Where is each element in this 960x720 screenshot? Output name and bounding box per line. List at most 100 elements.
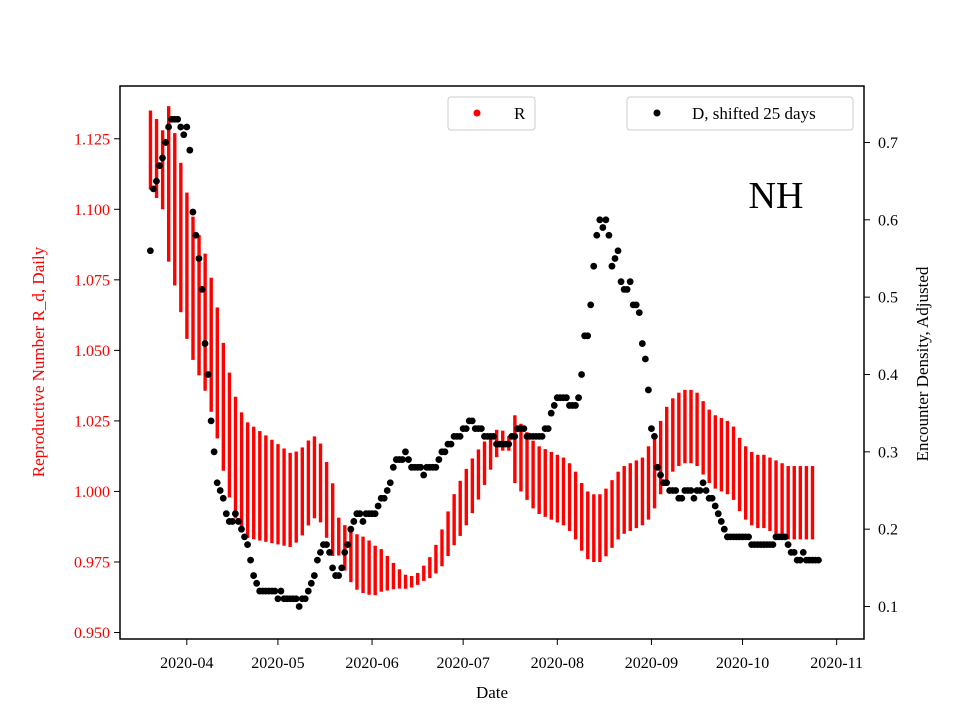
d-point bbox=[708, 494, 716, 502]
y-axis-right-label: Encounter Density, Adjusted bbox=[913, 266, 932, 461]
y-right-tick-label: 0.5 bbox=[878, 290, 898, 307]
d-point bbox=[657, 471, 664, 479]
d-point bbox=[696, 487, 704, 494]
r-band-bar bbox=[586, 491, 590, 560]
r-band-bar bbox=[197, 235, 201, 376]
d-point bbox=[596, 216, 604, 224]
x-tick-label: 2020-06 bbox=[345, 655, 398, 672]
d-point bbox=[153, 177, 160, 185]
d-point bbox=[301, 595, 309, 603]
d-point bbox=[192, 231, 200, 239]
y-left-tick-label: 1.125 bbox=[74, 131, 110, 148]
d-point bbox=[638, 340, 646, 347]
d-point bbox=[456, 432, 464, 440]
d-point bbox=[462, 425, 470, 433]
y-left-tick-label: 0.975 bbox=[74, 554, 110, 571]
r-band-bar bbox=[488, 434, 493, 470]
d-point bbox=[380, 494, 388, 502]
d-point bbox=[304, 587, 312, 595]
r-band-bar bbox=[573, 471, 578, 540]
d-point bbox=[292, 595, 300, 603]
r-series-band-layer bbox=[148, 106, 815, 596]
r-band-bar bbox=[513, 415, 517, 483]
r-band-bar bbox=[349, 530, 353, 583]
r-band-bar bbox=[665, 406, 669, 481]
d-point bbox=[399, 456, 406, 463]
r-band-bar bbox=[756, 454, 760, 529]
d-point bbox=[235, 518, 242, 525]
r-band-bar bbox=[658, 420, 663, 495]
r-band-bar bbox=[713, 415, 717, 489]
d-point bbox=[207, 417, 215, 425]
d-point bbox=[584, 332, 592, 340]
d-point bbox=[678, 494, 686, 502]
r-band-bar bbox=[762, 454, 766, 529]
x-tick-label: 2020-07 bbox=[436, 655, 489, 672]
y-left-tick-label: 1.100 bbox=[74, 202, 110, 219]
d-point bbox=[231, 510, 239, 518]
r-band-bar bbox=[646, 446, 651, 520]
r-band-bar bbox=[750, 451, 754, 526]
d-point bbox=[222, 510, 230, 518]
d-point bbox=[274, 595, 282, 603]
d-point bbox=[687, 487, 695, 494]
r-band-bar bbox=[579, 482, 584, 551]
r-band-bar bbox=[683, 389, 687, 464]
d-point bbox=[617, 278, 625, 286]
x-tick-label: 2020-11 bbox=[810, 655, 863, 672]
r-band-bar bbox=[689, 389, 693, 464]
y-right-tick-label: 0.4 bbox=[878, 367, 898, 384]
r-band-bar bbox=[786, 466, 790, 540]
legend-d: D, shifted 25 days bbox=[626, 96, 854, 131]
r-band-bar bbox=[476, 449, 481, 500]
d-point bbox=[216, 487, 224, 494]
d-point bbox=[165, 123, 172, 131]
r-band-bar bbox=[774, 460, 778, 534]
y-right-tick-label: 0.6 bbox=[878, 212, 898, 229]
d-point bbox=[183, 123, 191, 131]
r-band-bar bbox=[482, 441, 487, 485]
d-point bbox=[672, 487, 680, 494]
r-band-bar bbox=[695, 392, 699, 467]
d-point bbox=[599, 224, 607, 231]
r-band-bar bbox=[264, 435, 268, 542]
r-band-bar bbox=[792, 466, 796, 540]
d-point bbox=[198, 286, 206, 293]
r-band-bar bbox=[725, 420, 730, 495]
r-band-bar bbox=[737, 437, 742, 512]
d-point bbox=[608, 262, 616, 270]
d-point bbox=[547, 409, 555, 417]
d-point bbox=[177, 123, 185, 131]
d-point bbox=[702, 487, 710, 494]
r-band-bar bbox=[561, 457, 566, 526]
d-point bbox=[614, 247, 622, 255]
r-band-bar bbox=[385, 555, 390, 591]
d-point bbox=[310, 572, 318, 579]
y-right-tick-label: 0.1 bbox=[878, 599, 898, 616]
r-band-bar bbox=[519, 423, 523, 492]
r-band-bar bbox=[464, 468, 468, 526]
y-left-tick-label: 1.025 bbox=[74, 413, 110, 430]
d-point bbox=[374, 502, 382, 510]
r-band-bar bbox=[343, 525, 347, 571]
r-band-bar bbox=[324, 462, 329, 538]
d-point bbox=[717, 518, 725, 525]
d-point bbox=[277, 587, 285, 595]
r-band-bar bbox=[549, 451, 554, 520]
d-point bbox=[505, 440, 513, 448]
r-band-bar bbox=[652, 435, 657, 509]
r-band-bar bbox=[428, 557, 432, 579]
y-axis-right: 0.1 0.2 0.3 0.4 0.5 0.6 0.7 bbox=[864, 135, 898, 616]
r-band-bar bbox=[804, 466, 809, 540]
d-point bbox=[174, 115, 182, 123]
d-point bbox=[295, 603, 303, 610]
r-band-bar bbox=[622, 466, 626, 534]
r-band-bar bbox=[707, 409, 711, 483]
d-point bbox=[204, 371, 212, 378]
d-point bbox=[150, 185, 157, 193]
d-point bbox=[441, 448, 449, 456]
r-band-bar bbox=[191, 216, 195, 360]
legend-r-marker bbox=[473, 109, 481, 117]
x-tick-label: 2020-08 bbox=[531, 655, 584, 672]
r-band-bar bbox=[215, 307, 219, 439]
